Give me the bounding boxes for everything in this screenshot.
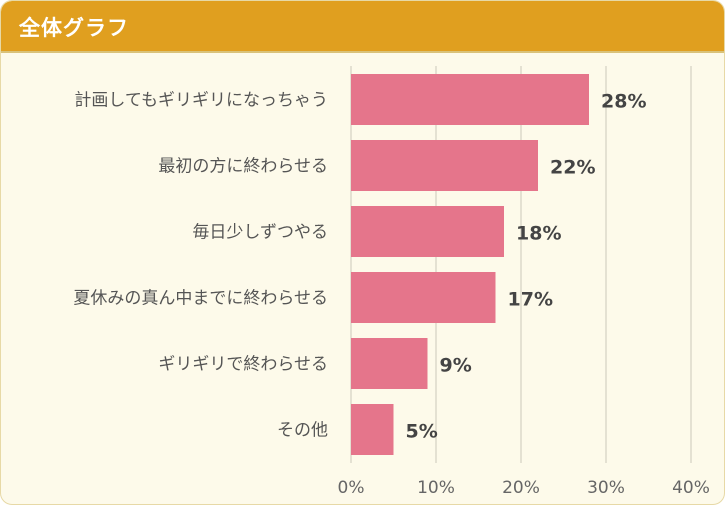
x-tick-label: 0% bbox=[338, 478, 365, 498]
data-label: 22% bbox=[550, 157, 595, 179]
x-tick-label: 30% bbox=[587, 478, 625, 498]
bar bbox=[351, 74, 589, 125]
data-label: 17% bbox=[508, 289, 553, 311]
chart-title: 全体グラフ bbox=[19, 16, 129, 40]
category-label: 毎日少しずつやる bbox=[192, 223, 328, 243]
x-tick-label: 20% bbox=[502, 478, 540, 498]
x-tick-label: 10% bbox=[417, 478, 455, 498]
data-label: 9% bbox=[440, 355, 472, 377]
chart-header: 全体グラフ bbox=[1, 1, 724, 51]
category-label: ギリギリで終わらせる bbox=[158, 355, 328, 375]
bar bbox=[351, 338, 428, 389]
category-label: 夏休みの真ん中までに終わらせる bbox=[73, 289, 328, 309]
data-label: 5% bbox=[406, 421, 438, 443]
bar bbox=[351, 206, 504, 257]
category-label: その他 bbox=[277, 421, 328, 441]
bar bbox=[351, 404, 394, 455]
x-tick-label: 40% bbox=[672, 478, 710, 498]
category-label: 最初の方に終わらせる bbox=[158, 157, 328, 177]
data-label: 18% bbox=[516, 223, 561, 245]
bar bbox=[351, 272, 496, 323]
category-label: 計画してもギリギリになっちゃう bbox=[74, 91, 328, 111]
bar bbox=[351, 140, 538, 191]
data-label: 28% bbox=[601, 91, 646, 113]
